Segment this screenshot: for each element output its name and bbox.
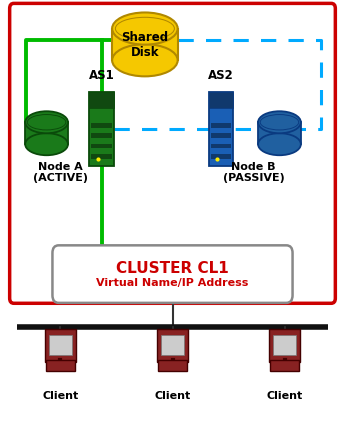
- FancyBboxPatch shape: [49, 335, 71, 355]
- FancyBboxPatch shape: [91, 144, 112, 148]
- FancyBboxPatch shape: [158, 360, 187, 371]
- Ellipse shape: [258, 133, 301, 155]
- FancyBboxPatch shape: [91, 134, 112, 138]
- FancyBboxPatch shape: [211, 123, 231, 128]
- FancyBboxPatch shape: [209, 92, 233, 166]
- Text: Client: Client: [42, 390, 79, 401]
- FancyBboxPatch shape: [89, 92, 114, 166]
- FancyBboxPatch shape: [209, 92, 233, 108]
- Text: CLUSTER CL1: CLUSTER CL1: [116, 261, 229, 276]
- Polygon shape: [258, 122, 301, 144]
- FancyBboxPatch shape: [157, 329, 188, 362]
- Text: AS1: AS1: [89, 69, 115, 82]
- Ellipse shape: [112, 13, 178, 45]
- Ellipse shape: [112, 44, 178, 76]
- FancyBboxPatch shape: [45, 329, 76, 362]
- FancyBboxPatch shape: [46, 360, 75, 371]
- Ellipse shape: [25, 133, 68, 155]
- Polygon shape: [25, 122, 68, 144]
- Ellipse shape: [258, 111, 301, 133]
- FancyBboxPatch shape: [211, 154, 231, 159]
- Text: Virtual Name/IP Address: Virtual Name/IP Address: [96, 277, 249, 288]
- Text: Client: Client: [266, 390, 303, 401]
- FancyBboxPatch shape: [270, 360, 299, 371]
- FancyBboxPatch shape: [211, 144, 231, 148]
- FancyBboxPatch shape: [211, 134, 231, 138]
- Ellipse shape: [25, 111, 68, 133]
- Polygon shape: [112, 29, 178, 60]
- FancyBboxPatch shape: [52, 245, 293, 303]
- Text: Client: Client: [154, 390, 191, 401]
- FancyBboxPatch shape: [91, 123, 112, 128]
- Text: Node B
(PASSIVE): Node B (PASSIVE): [223, 162, 284, 183]
- FancyBboxPatch shape: [269, 329, 300, 362]
- FancyBboxPatch shape: [161, 335, 184, 355]
- Text: Node A
(ACTIVE): Node A (ACTIVE): [33, 162, 88, 183]
- FancyBboxPatch shape: [91, 154, 112, 159]
- FancyBboxPatch shape: [274, 335, 296, 355]
- Text: AS2: AS2: [208, 69, 234, 82]
- Text: Shared
Disk: Shared Disk: [121, 31, 168, 59]
- FancyBboxPatch shape: [10, 3, 335, 303]
- FancyBboxPatch shape: [89, 92, 114, 108]
